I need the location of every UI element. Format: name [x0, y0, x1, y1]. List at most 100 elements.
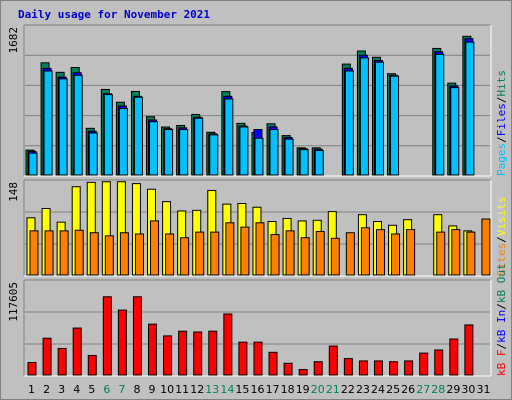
- bar-kbf-day-20: [313, 361, 323, 376]
- day-label-7: 7: [118, 383, 125, 396]
- legend-separator: /: [495, 303, 508, 310]
- bar-sites-day-8: [134, 233, 144, 276]
- day-label-31: 31: [476, 383, 490, 396]
- bar-sites-day-23: [360, 227, 370, 276]
- legend-pages: Pages: [495, 143, 508, 176]
- day-label-23: 23: [356, 383, 370, 396]
- bar-pages-day-28: [435, 53, 445, 176]
- bar-kbf-day-14: [223, 313, 233, 376]
- day-label-18: 18: [281, 383, 295, 396]
- day-label-19: 19: [296, 383, 310, 396]
- bar-sites-day-16: [255, 222, 265, 276]
- bar-pages-day-14: [224, 98, 234, 176]
- bar-sites-day-5: [89, 232, 99, 276]
- bar-sites-day-20: [315, 230, 325, 276]
- day-label-4: 4: [73, 383, 80, 396]
- day-label-14: 14: [220, 383, 234, 396]
- bar-sites-day-26: [406, 229, 416, 276]
- bar-kbf-day-11: [178, 330, 188, 376]
- bar-kbf-day-28: [434, 349, 444, 376]
- legend-sites: Sites: [495, 243, 508, 276]
- bar-pages-day-30: [465, 41, 475, 176]
- day-label-5: 5: [88, 383, 95, 396]
- legend-1: Sites/Visits: [495, 197, 508, 277]
- bar-kbf-day-22: [343, 358, 353, 376]
- bar-kbf-day-7: [117, 309, 127, 376]
- bar-sites-day-4: [74, 229, 84, 276]
- bar-sites-day-9: [150, 220, 160, 276]
- bar-sites-day-22: [345, 232, 355, 276]
- legend-kb-f: kB F: [495, 350, 508, 377]
- bar-sites-day-17: [270, 234, 280, 276]
- legend-separator: /: [495, 236, 508, 243]
- day-label-12: 12: [190, 383, 204, 396]
- bar-sites-day-7: [119, 232, 129, 276]
- legend-visits: Visits: [495, 197, 508, 237]
- bar-pages-day-4: [73, 74, 83, 176]
- bar-kbf-day-25: [389, 361, 399, 376]
- legend-kb-in: kB In: [495, 310, 508, 343]
- bar-pages-day-8: [133, 96, 143, 176]
- bar-kbf-day-19: [298, 369, 308, 376]
- bar-kbf-day-13: [208, 330, 218, 376]
- ymax-label-hits: 1682: [7, 27, 20, 54]
- bar-pages-day-3: [58, 78, 68, 176]
- bar-pages-day-20: [314, 150, 324, 176]
- bar-kbf-day-24: [373, 360, 383, 376]
- bar-sites-day-24: [375, 229, 385, 276]
- day-label-11: 11: [175, 383, 189, 396]
- bar-sites-day-19: [300, 237, 310, 276]
- legend-hits: Hits: [495, 70, 508, 97]
- bar-sites-day-28: [436, 231, 446, 276]
- day-label-27: 27: [416, 383, 430, 396]
- bar-pages-day-10: [164, 129, 174, 176]
- ymax-label-kb: 117605: [7, 282, 20, 322]
- bar-sites-day-14: [225, 222, 235, 276]
- legend-2: kB F/kB In/kB Out: [495, 263, 508, 376]
- bar-pages-day-12: [194, 117, 204, 176]
- bar-kbf-day-1: [27, 361, 37, 376]
- bar-sites-day-3: [59, 230, 69, 276]
- bar-sites-day-10: [165, 233, 175, 276]
- bar-kbf-day-9: [148, 323, 158, 376]
- day-label-21: 21: [326, 383, 340, 396]
- bar-pages-day-18: [284, 138, 294, 176]
- bar-sites-day-15: [240, 226, 250, 276]
- bar-pages-day-1: [28, 152, 38, 176]
- day-label-15: 15: [235, 383, 249, 396]
- bar-sites-day-2: [44, 230, 54, 276]
- day-label-10: 10: [160, 383, 174, 396]
- bar-kbf-day-2: [42, 337, 52, 376]
- bar-pages-day-5: [88, 132, 98, 176]
- bar-sites-day-13: [210, 231, 220, 276]
- bar-sites-day-31: [481, 218, 491, 276]
- bar-pages-day-13: [209, 134, 219, 176]
- bar-kbf-day-18: [283, 362, 293, 376]
- legend-separator: /: [495, 343, 508, 350]
- bar-kbf-day-3: [57, 347, 67, 376]
- bar-kbf-day-16: [253, 341, 263, 376]
- bar-kbf-day-29: [449, 338, 459, 376]
- day-label-13: 13: [205, 383, 219, 396]
- bar-pages-day-6: [103, 94, 113, 176]
- legend-files: Files: [495, 103, 508, 136]
- bar-sites-day-12: [195, 231, 205, 276]
- day-label-8: 8: [133, 383, 140, 396]
- bar-pages-day-24: [374, 61, 384, 176]
- bar-sites-day-25: [391, 233, 401, 276]
- day-label-6: 6: [103, 383, 110, 396]
- day-label-25: 25: [386, 383, 400, 396]
- legend-kb-out: kB Out: [495, 263, 508, 303]
- ymax-label-visits: 148: [7, 182, 20, 202]
- bar-pages-day-15: [239, 126, 249, 176]
- bar-sites-day-21: [330, 237, 340, 276]
- bar-sites-day-11: [180, 237, 190, 276]
- day-label-28: 28: [431, 383, 445, 396]
- bar-pages-day-7: [118, 108, 128, 176]
- bar-kbf-day-12: [193, 331, 203, 376]
- day-label-17: 17: [266, 383, 280, 396]
- bar-kbf-day-8: [132, 296, 142, 376]
- bar-pages-day-19: [299, 149, 309, 176]
- bar-kbf-day-27: [419, 352, 429, 376]
